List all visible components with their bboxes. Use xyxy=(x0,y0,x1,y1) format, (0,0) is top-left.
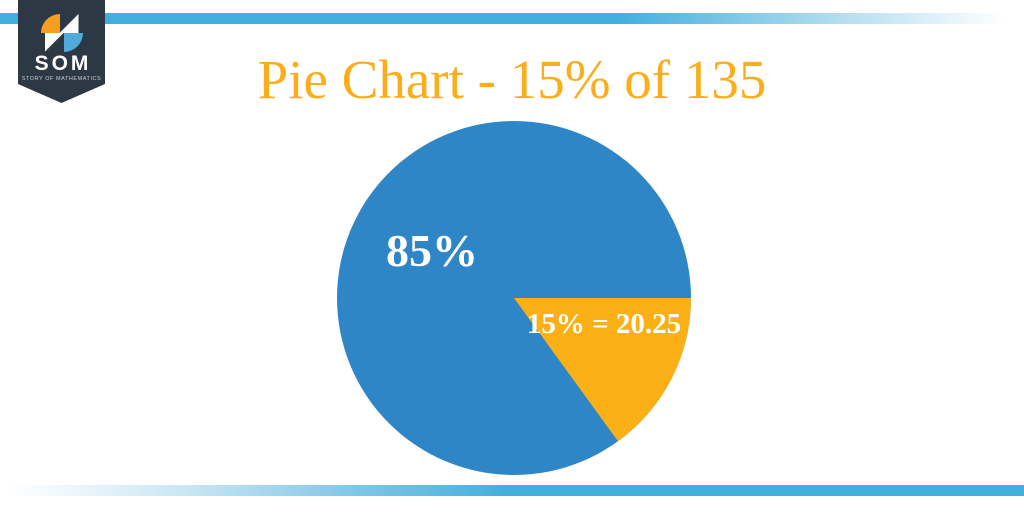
pie-label-15-percent: 15% = 20.25 xyxy=(527,308,681,340)
top-accent-bar xyxy=(0,13,1024,24)
bottom-accent-bar xyxy=(0,485,1024,496)
logo-quadrant-orange-icon xyxy=(40,14,60,33)
som-logo: SOM STORY OF MATHEMATICS xyxy=(18,0,105,103)
pie-chart-svg: 85% 15% = 20.25 xyxy=(337,121,691,475)
pie-chart: 85% 15% = 20.25 xyxy=(337,121,691,475)
logo-tagline: STORY OF MATHEMATICS xyxy=(21,76,102,82)
logo-quadrant-blue-icon xyxy=(63,33,83,52)
logo-wordmark: SOM xyxy=(34,52,92,75)
logo-icon-top-row xyxy=(40,14,79,33)
som-logo-icon xyxy=(40,14,83,52)
pie-label-85-percent: 85% xyxy=(386,225,478,276)
page-title: Pie Chart - 15% of 135 xyxy=(257,49,767,110)
logo-quadrant-white-bottom-icon xyxy=(44,33,64,52)
logo-icon-bottom-row xyxy=(44,33,83,52)
logo-quadrant-white-top-icon xyxy=(59,14,79,33)
pie-slice-15-percent xyxy=(514,298,691,442)
